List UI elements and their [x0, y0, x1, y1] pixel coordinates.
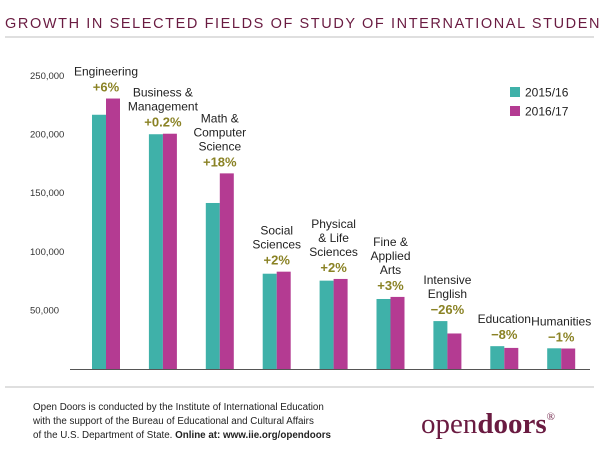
- bar-2015-16: [205, 202, 220, 369]
- footer-link[interactable]: Online at: www.iie.org/opendoors: [175, 430, 331, 441]
- category-label: Arts: [380, 263, 401, 277]
- y-tick-label: 200,000: [30, 130, 64, 141]
- bar-2016-17: [162, 133, 177, 369]
- legend-label: 2015/16: [525, 86, 569, 100]
- category-label: Applied: [370, 249, 410, 263]
- legend-swatch: [510, 87, 520, 97]
- change-label: +2%: [264, 253, 291, 268]
- change-label: −26%: [431, 302, 465, 317]
- bar-2015-16: [92, 114, 106, 369]
- category-label: Management: [128, 100, 199, 114]
- bar-2015-16: [148, 134, 163, 369]
- category-label: Math &: [201, 111, 239, 125]
- change-label: +6%: [93, 80, 120, 95]
- change-label: −8%: [491, 327, 518, 342]
- bar-2015-16: [547, 348, 562, 369]
- footer-line-3: of the U.S. Department of State. Online …: [33, 430, 332, 441]
- bar-2015-16: [262, 273, 277, 369]
- bar-2015-16: [433, 321, 448, 369]
- bar-2016-17: [561, 348, 576, 369]
- footer-line-3-text: of the U.S. Department of State.: [33, 430, 172, 441]
- category-label: Computer: [193, 125, 246, 139]
- bar-2016-17: [106, 98, 120, 369]
- category-label: Sciences: [309, 245, 358, 259]
- logo-part-doors: doors: [477, 408, 546, 440]
- change-label: +18%: [203, 154, 237, 169]
- bar-2015-16: [490, 346, 505, 369]
- bars: [92, 98, 576, 369]
- category-label: Fine &: [373, 235, 408, 249]
- y-tick-label: 250,000: [30, 71, 64, 82]
- bar-2016-17: [276, 271, 291, 369]
- category-labels: +6%Engineering +0.2% Business &Management +…: [74, 65, 591, 345]
- logo-registered-mark: ®: [547, 411, 555, 423]
- legend: 2015/16 2016/17: [510, 86, 569, 119]
- category-label: & Life: [318, 231, 349, 245]
- change-label: −1%: [548, 329, 575, 344]
- y-tick-label: 100,000: [30, 247, 64, 258]
- bar-2016-17: [333, 278, 348, 369]
- bar-2015-16: [376, 298, 391, 369]
- category-label: Science: [198, 139, 241, 153]
- footer-line-2: with the support of the Bureau of Educat…: [32, 416, 314, 427]
- logo-part-open: open: [421, 408, 478, 440]
- category-label: English: [428, 287, 467, 301]
- legend-label: 2016/17: [525, 105, 569, 119]
- footer-line-1: Open Doors is conducted by the Institute…: [33, 402, 324, 413]
- y-axis: 50,000 100,000 150,000 200,000 250,000: [30, 71, 64, 316]
- category-label: Social: [260, 224, 293, 238]
- bar-2016-17: [390, 296, 405, 369]
- opendoors-logo: opendoors®: [421, 408, 555, 440]
- category-label: Humanities: [531, 314, 591, 328]
- bar-2015-16: [319, 280, 334, 369]
- legend-swatch: [510, 106, 520, 116]
- category-label: Physical: [311, 217, 356, 231]
- change-label: +2%: [320, 260, 347, 275]
- chart-title: GROWTH IN SELECTED FIELDS OF STUDY OF IN…: [5, 16, 599, 32]
- category-label: Business &: [133, 86, 193, 100]
- bar-2016-17: [447, 333, 462, 369]
- change-label: +3%: [377, 278, 404, 293]
- category-label: Education: [478, 312, 531, 326]
- category-label: Sciences: [252, 238, 301, 252]
- bar-2016-17: [219, 173, 234, 369]
- y-tick-label: 150,000: [30, 188, 64, 199]
- bar-2016-17: [504, 347, 519, 369]
- change-label: +0.2%: [144, 115, 182, 130]
- category-label: Engineering: [74, 65, 138, 79]
- y-tick-label: 50,000: [30, 305, 59, 316]
- category-label: Intensive: [423, 273, 471, 287]
